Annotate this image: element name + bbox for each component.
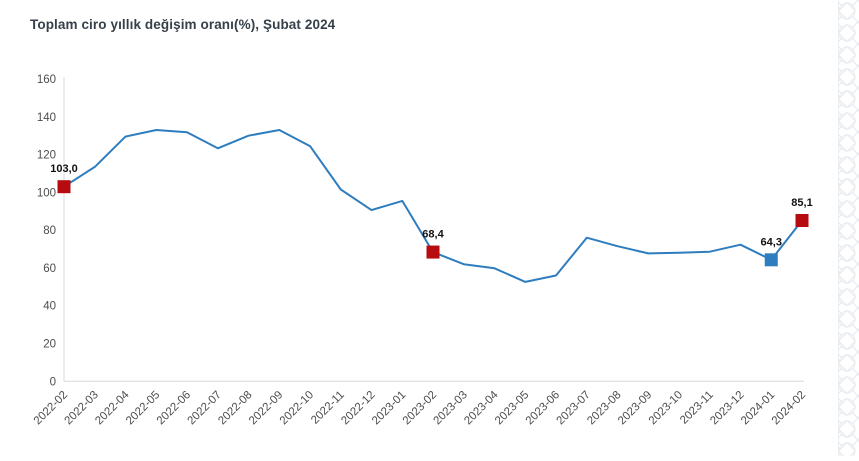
decorative-background-pattern	[835, 0, 859, 456]
y-axis-tick-label: 160	[37, 74, 56, 86]
pattern-motif-svg	[838, 0, 859, 456]
y-axis-tick-label: 140	[37, 112, 56, 124]
data-point-label-2024-01: 64,3	[761, 236, 782, 248]
data-point-label-2023-02: 68,4	[422, 229, 444, 241]
x-axis-tick-label: 2022-10	[278, 389, 316, 427]
chart-card: Toplam ciro yıllık değişim oranı(%), Şub…	[30, 17, 813, 428]
line-chart: 0204060801001201401602022-022022-032022-…	[32, 74, 813, 427]
y-axis-tick-label: 40	[43, 301, 56, 313]
data-point-label-2024-02: 85,1	[791, 197, 812, 209]
y-axis-tick-label: 60	[43, 263, 56, 275]
data-point-marker-2024-01	[764, 253, 778, 267]
y-axis-tick-label: 100	[37, 187, 56, 199]
data-point-marker-2022-02	[57, 180, 71, 194]
y-axis-tick-label: 20	[43, 339, 56, 351]
x-axis-tick-label: 2024-02	[770, 389, 808, 427]
data-point-marker-2024-02	[795, 214, 809, 228]
y-axis-tick-label: 80	[43, 225, 56, 237]
x-axis-tick-label: 2023-10	[647, 389, 685, 427]
y-axis-tick-label: 120	[37, 150, 56, 162]
data-point-label-2022-02: 103,0	[50, 163, 78, 175]
series-line	[63, 129, 803, 283]
y-axis-tick-label: 0	[50, 376, 56, 388]
data-point-marker-2023-02	[426, 245, 440, 259]
chart-title: Toplam ciro yıllık değişim oranı(%), Şub…	[30, 17, 336, 32]
